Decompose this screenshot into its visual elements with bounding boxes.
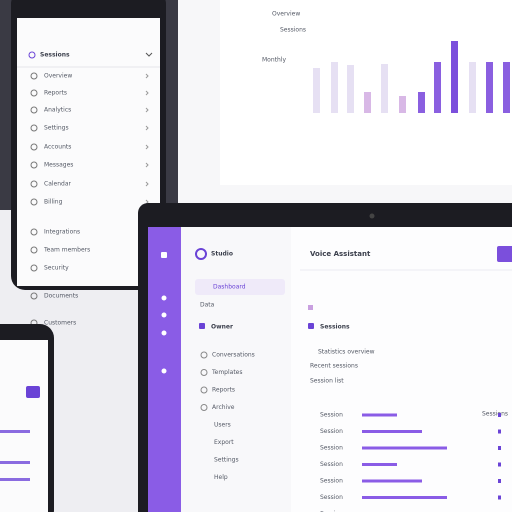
nav-item[interactable]: Archive — [212, 404, 235, 411]
status — [498, 413, 501, 417]
item-icon — [30, 106, 38, 114]
item-icon — [30, 143, 38, 151]
item-icon — [200, 404, 208, 411]
text-line — [0, 461, 30, 464]
button[interactable] — [497, 246, 512, 262]
item-icon — [30, 264, 38, 272]
nav-group[interactable]: Owner — [211, 324, 233, 331]
chart-label: Sessions — [280, 27, 306, 34]
list-item[interactable]: Documents — [44, 293, 78, 300]
list-item[interactable]: Security — [44, 265, 69, 272]
nav-section[interactable]: Dashboard — [213, 284, 246, 291]
phone-screen — [17, 18, 160, 286]
list-item[interactable]: Customers — [44, 320, 76, 327]
nav-item[interactable]: Templates — [211, 369, 243, 376]
item-icon — [30, 180, 38, 188]
chevron — [145, 162, 149, 168]
list-item[interactable]: Reports — [44, 90, 67, 97]
row-label[interactable]: Session — [320, 461, 343, 468]
status — [498, 446, 501, 450]
nav-sub[interactable]: Data — [200, 302, 215, 309]
progress — [362, 430, 422, 433]
status — [498, 429, 501, 434]
item-icon — [200, 386, 208, 394]
list-item[interactable]: Accounts — [44, 144, 71, 151]
item-icon — [200, 369, 208, 376]
chevron — [145, 181, 149, 187]
decorative-bars — [313, 41, 510, 113]
icon — [308, 323, 314, 329]
nav-item[interactable]: Users — [214, 422, 231, 429]
list-item[interactable]: Settings — [44, 125, 69, 132]
row-label[interactable]: Session — [320, 445, 343, 452]
page-header: Voice Assistant — [310, 250, 371, 258]
status — [498, 479, 501, 483]
icon — [28, 51, 36, 59]
list-item[interactable]: Billing — [44, 199, 63, 206]
item-icon — [200, 351, 208, 359]
row-label[interactable]: Session — [320, 511, 343, 512]
progress — [362, 463, 397, 466]
text-line — [0, 430, 30, 433]
nav-item[interactable]: Reports — [212, 387, 235, 394]
item-icon — [30, 124, 38, 132]
item-icon — [30, 89, 38, 97]
item-icon — [30, 246, 38, 254]
summary: Statistics overview — [318, 349, 375, 356]
status — [498, 495, 501, 500]
item-icon — [30, 228, 38, 236]
item-icon — [30, 161, 38, 169]
list-item[interactable]: Overview — [44, 73, 72, 80]
chevron — [145, 125, 149, 131]
chevron — [145, 144, 149, 150]
list-item[interactable]: Calendar — [44, 181, 72, 188]
row-label[interactable]: Session — [320, 428, 343, 435]
list-item[interactable]: Messages — [44, 162, 73, 169]
nav-item[interactable]: Settings — [214, 457, 239, 464]
icon — [308, 305, 313, 310]
column-header: Sessions — [482, 411, 508, 418]
chart-label: Overview — [272, 11, 300, 18]
sidebar-icons — [161, 252, 167, 374]
progress — [362, 479, 422, 483]
nav-panel — [181, 227, 291, 512]
chevron — [145, 52, 153, 57]
summary: Recent sessions — [310, 363, 358, 370]
logo — [195, 248, 207, 260]
nav-active[interactable] — [195, 279, 285, 295]
list-item[interactable]: Integrations — [44, 229, 80, 236]
tag: Sessions — [320, 324, 350, 331]
brand: Studio — [211, 251, 233, 258]
progress — [362, 496, 447, 499]
camera — [369, 213, 375, 219]
phone-screen — [0, 340, 48, 512]
chevron — [145, 90, 149, 96]
status — [498, 462, 501, 467]
list-item[interactable]: Analytics — [44, 107, 71, 114]
chart-label: Monthly — [262, 57, 286, 64]
nav-item[interactable]: Conversations — [212, 352, 255, 359]
phone-title: Sessions — [40, 52, 70, 59]
icon — [199, 323, 205, 329]
nav-item[interactable]: Help — [214, 474, 228, 481]
row-label[interactable]: Session — [320, 412, 343, 419]
text-line — [0, 478, 30, 481]
chevron — [145, 107, 149, 113]
item-icon — [30, 198, 38, 206]
item-icon — [30, 72, 38, 80]
item-icon — [30, 292, 38, 300]
progress — [362, 413, 397, 417]
button[interactable] — [26, 386, 40, 398]
chevron — [145, 73, 149, 79]
list-item[interactable]: Team members — [43, 247, 90, 254]
row-label[interactable]: Session — [320, 494, 343, 501]
progress — [362, 446, 447, 450]
summary: Session list — [310, 378, 344, 385]
nav-item[interactable]: Export — [214, 439, 234, 446]
row-label[interactable]: Session — [320, 478, 343, 485]
